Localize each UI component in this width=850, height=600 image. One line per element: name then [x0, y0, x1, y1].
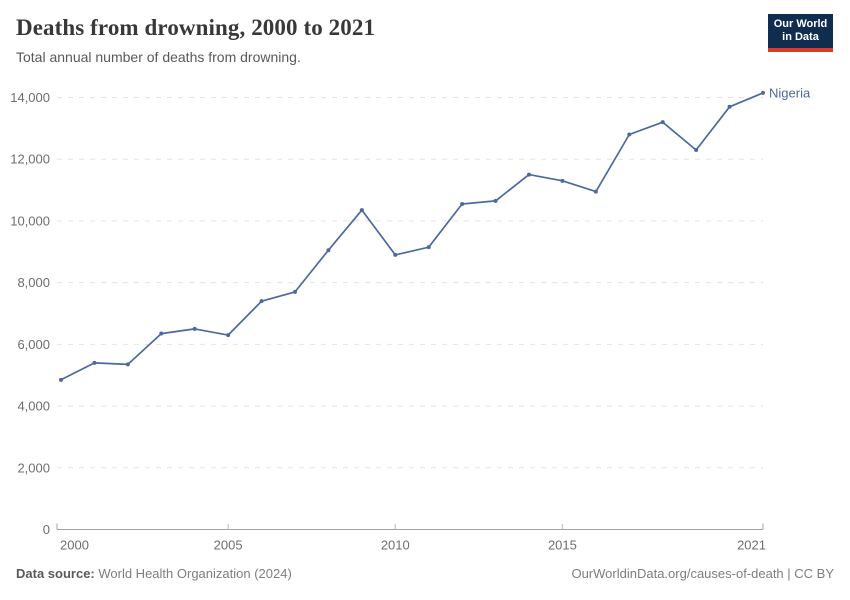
data-point — [593, 189, 598, 194]
series-line — [60, 92, 764, 381]
x-tick-label: 2021 — [737, 538, 766, 553]
owid-logo-line2: in Data — [782, 31, 819, 43]
chart-footer: Data source: World Health Organization (… — [16, 566, 834, 582]
data-point — [393, 252, 398, 257]
data-point — [493, 198, 498, 203]
data-point — [59, 377, 63, 382]
y-tick-label: 4,000 — [17, 399, 50, 414]
y-tick-label: 0 — [43, 522, 50, 537]
footer-attribution-link[interactable]: OurWorldinData.org/causes-of-death | CC … — [571, 566, 834, 581]
data-point — [159, 331, 164, 336]
data-point — [627, 132, 632, 137]
data-point — [326, 248, 331, 253]
data-point — [125, 362, 130, 367]
y-tick-label: 2,000 — [17, 460, 50, 475]
y-tick-label: 8,000 — [17, 275, 50, 290]
y-gridlines — [57, 97, 763, 469]
y-axis-labels: 0 2,000 4,000 6,000 8,000 10,000 12,000 14,000 — [10, 90, 50, 537]
data-point — [92, 360, 97, 365]
data-point — [560, 178, 565, 183]
y-tick-label: 14,000 — [10, 90, 50, 105]
x-axis-labels: 2000 2005 2010 2015 2021 — [60, 538, 766, 553]
x-tick-label: 2000 — [60, 538, 89, 553]
footer-source: Data source: World Health Organization (… — [16, 566, 292, 582]
footer-source-value: World Health Organization (2024) — [94, 566, 292, 581]
data-point — [226, 333, 231, 338]
y-tick-label: 6,000 — [17, 337, 50, 352]
data-point — [460, 201, 465, 206]
series-label: Nigeria — [769, 85, 811, 100]
series-nigeria[interactable]: Nigeria — [59, 85, 811, 382]
y-tick-label: 12,000 — [10, 152, 50, 167]
data-point — [727, 104, 732, 109]
data-point — [426, 245, 431, 250]
data-point — [761, 90, 765, 95]
x-axis — [56, 523, 764, 530]
data-point — [259, 299, 264, 304]
owid-logo-line1: Our World — [773, 18, 828, 30]
data-point — [359, 208, 364, 213]
chart-header: Deaths from drowning, 2000 to 2021 Total… — [0, 0, 850, 66]
page-subtitle: Total annual number of deaths from drown… — [16, 49, 301, 65]
footer-source-label: Data source: — [16, 566, 95, 581]
data-point — [527, 172, 531, 177]
owid-logo[interactable]: Our World in Data — [768, 14, 833, 52]
data-point — [192, 326, 197, 331]
x-tick-label: 2015 — [548, 538, 577, 553]
x-tick-label: 2005 — [214, 538, 243, 553]
page-title: Deaths from drowning, 2000 to 2021 — [16, 15, 376, 40]
y-tick-label: 10,000 — [10, 213, 50, 228]
data-point — [660, 120, 665, 125]
data-point — [694, 147, 699, 152]
x-tick-label: 2010 — [381, 538, 410, 553]
data-point — [293, 289, 297, 294]
